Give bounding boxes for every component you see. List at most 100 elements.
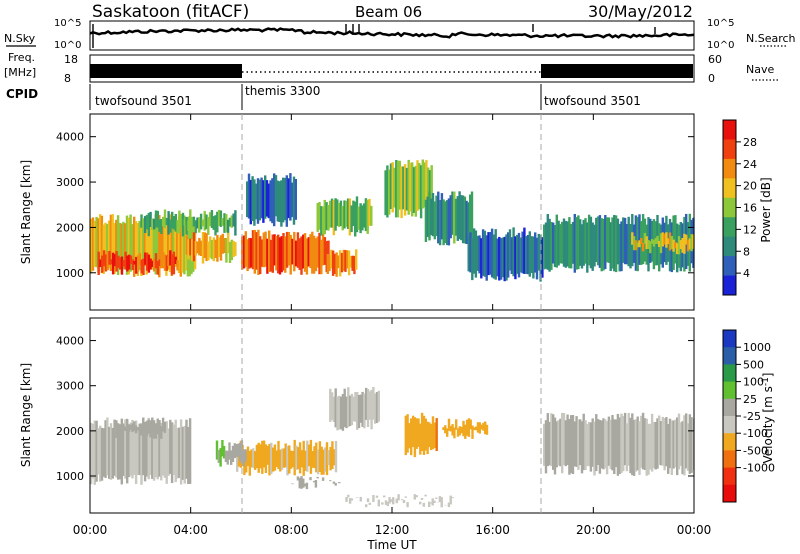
heatmap-cell xyxy=(198,237,201,256)
heatmap-cell xyxy=(484,421,487,435)
heatmap-cell xyxy=(544,222,548,269)
heatmap-cell xyxy=(295,445,298,470)
heatmap-cell xyxy=(686,240,690,252)
heatmap-cell xyxy=(109,423,113,480)
heatmap-cell xyxy=(420,412,424,451)
heatmap-cell xyxy=(256,178,260,224)
heatmap-cell xyxy=(225,237,228,263)
heatmap-cell xyxy=(143,421,147,432)
heatmap-cell xyxy=(159,220,163,269)
heatmap-cell xyxy=(91,423,95,479)
heatmap-cell xyxy=(122,425,125,430)
heatmap-cell xyxy=(231,445,235,462)
heatmap-cell xyxy=(634,419,638,472)
heatmap-cell xyxy=(402,500,406,503)
heatmap-cell xyxy=(100,215,104,274)
heatmap-cell xyxy=(366,498,370,503)
heatmap-cell xyxy=(248,450,251,476)
heatmap-cell xyxy=(645,418,648,476)
heatmap-cell xyxy=(300,236,303,275)
heatmap-cell xyxy=(160,423,163,481)
colorbar-swatch xyxy=(723,484,736,503)
heatmap-cell xyxy=(521,231,524,274)
heatmap-cell xyxy=(113,419,116,476)
heatmap-cell xyxy=(145,214,149,230)
heatmap-cell xyxy=(561,221,564,264)
heatmap-cell xyxy=(674,215,677,264)
heatmap-cell xyxy=(496,238,499,277)
colorbar-swatch xyxy=(723,364,736,383)
heatmap-cell xyxy=(389,163,393,209)
heatmap-cell xyxy=(307,237,310,267)
heatmap-cell xyxy=(347,250,351,276)
heatmap-cell xyxy=(605,421,609,475)
heatmap-cell xyxy=(185,419,188,479)
x-tick-label: 08:00 xyxy=(274,523,309,537)
heatmap-cell xyxy=(480,424,483,430)
heatmap-cell xyxy=(647,423,650,475)
heatmap-cell xyxy=(461,195,465,244)
heatmap-cell xyxy=(352,200,355,226)
heatmap-cell xyxy=(188,418,192,484)
heatmap-cell xyxy=(262,440,266,468)
x-tick-label: 04:00 xyxy=(173,523,208,537)
heatmap-cell xyxy=(293,231,296,272)
heatmap-cell xyxy=(587,422,591,467)
heatmap-cell xyxy=(555,214,558,268)
heatmap-cell xyxy=(602,418,605,470)
heatmap-cell xyxy=(269,180,272,222)
heatmap-cell xyxy=(444,201,447,244)
colorbar-swatch xyxy=(723,120,736,140)
heatmap-cell xyxy=(659,233,663,254)
heatmap-cell xyxy=(396,160,400,218)
heatmap-cell xyxy=(352,396,355,422)
heatmap-cell xyxy=(280,236,283,273)
heatmap-cell xyxy=(252,448,255,468)
heatmap-cell xyxy=(640,238,643,244)
freq-band-segment-3 xyxy=(541,64,693,78)
heatmap-cell xyxy=(557,220,560,266)
heatmap-cell xyxy=(106,251,109,271)
heatmap-cell xyxy=(120,424,123,435)
heatmap-cell xyxy=(237,443,240,457)
heatmap-cell xyxy=(566,221,569,267)
heatmap-cell xyxy=(638,240,641,248)
heatmap-cell xyxy=(580,421,584,474)
velocity-colorbar: 1000 500 100 25 -25 -100 -500 -1000 Velocity [m… xyxy=(722,329,775,503)
heatmap-cell xyxy=(467,233,470,272)
heatmap-cell xyxy=(167,256,170,267)
heatmap-cell xyxy=(292,176,296,225)
heatmap-cell xyxy=(277,440,280,469)
velocity-colorbar-label: Velocity [m s-1] xyxy=(761,373,775,464)
heatmap-cell xyxy=(543,423,546,466)
noise-tick-left-bottom: 10^0 xyxy=(54,40,81,51)
heatmap-cell xyxy=(672,239,675,252)
heatmap-cell xyxy=(499,238,503,280)
heatmap-cell xyxy=(688,414,691,474)
heatmap-cell xyxy=(107,220,111,269)
heatmap-cell xyxy=(525,236,528,274)
heatmap-cell xyxy=(172,216,176,230)
heatmap-cell xyxy=(136,427,140,431)
heatmap-cell xyxy=(136,255,140,272)
heatmap-cell xyxy=(218,237,221,257)
freq-tick-left-bottom: 8 xyxy=(64,72,71,85)
heatmap-cell xyxy=(270,442,273,474)
heatmap-cell xyxy=(487,232,490,276)
heatmap-cell xyxy=(161,425,165,476)
heatmap-cell xyxy=(210,240,214,260)
heatmap-cell xyxy=(147,417,150,480)
heatmap-cell xyxy=(470,191,474,244)
heatmap-cell xyxy=(440,193,444,240)
heatmap-cell xyxy=(236,448,239,472)
heatmap-cell xyxy=(566,414,569,465)
heatmap-cell xyxy=(398,160,401,210)
heatmap-cell xyxy=(350,205,353,233)
heatmap-cell xyxy=(456,196,459,241)
heatmap-cell xyxy=(275,235,278,271)
heatmap-cell xyxy=(388,497,391,504)
heatmap-cell xyxy=(313,446,316,469)
heatmap-cell xyxy=(136,223,139,276)
heatmap-cell xyxy=(221,218,224,226)
heatmap-cell xyxy=(348,498,352,504)
